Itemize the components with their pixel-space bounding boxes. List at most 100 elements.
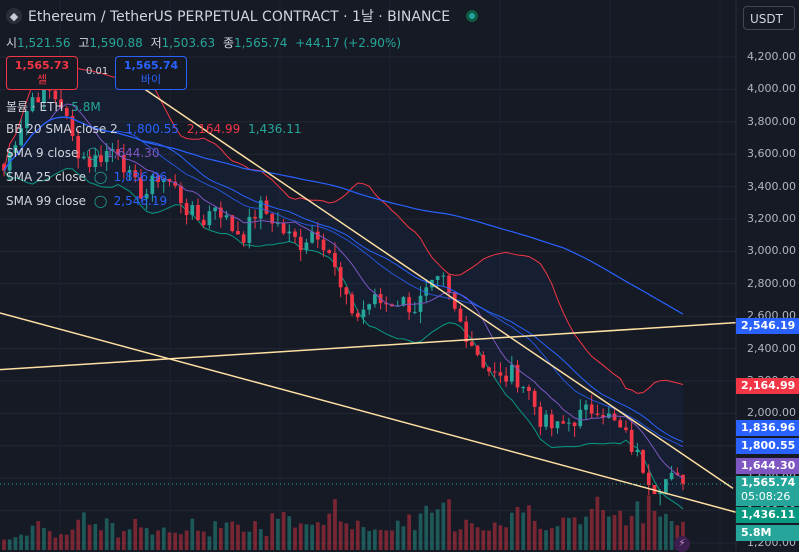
candle-body <box>104 150 109 163</box>
volume-bar <box>504 527 508 550</box>
volume-bar <box>298 523 303 550</box>
candle-body <box>361 309 366 318</box>
candle-body <box>156 175 160 182</box>
volume-bar <box>555 526 560 550</box>
candle-body <box>76 136 81 159</box>
volume-bar <box>367 530 372 550</box>
indicator-value: 2,546.19 <box>113 194 168 208</box>
volume-bar <box>207 536 212 550</box>
volume-bar <box>42 527 46 550</box>
candle-body <box>447 275 451 293</box>
indicator-value: 1,436.11 <box>248 122 302 136</box>
candle-body <box>36 97 41 103</box>
candle-body <box>70 116 75 137</box>
volume-bar <box>498 525 503 550</box>
candle-body <box>304 242 309 251</box>
candle-body <box>276 222 280 224</box>
volume-bar <box>401 526 406 550</box>
candle-body <box>441 275 446 277</box>
candle-body <box>635 450 640 452</box>
volume-bar <box>116 537 120 550</box>
candle-body <box>298 236 303 251</box>
volume-bar <box>452 531 457 550</box>
candle-body <box>344 287 349 295</box>
indicator-bb[interactable]: BB 20 SMA close 2 1,800.55 2,164.99 1,43… <box>6 122 302 136</box>
candle-body <box>658 492 663 495</box>
volume-bar <box>544 530 548 550</box>
chart-grid <box>0 0 736 550</box>
visibility-icon[interactable]: ◯ <box>86 146 100 160</box>
buy-button[interactable]: 1,565.74 바이 <box>115 56 187 90</box>
candle-body <box>669 472 674 480</box>
candle-body <box>350 294 354 314</box>
spread-value: 0.01 <box>86 66 109 77</box>
indicator-sma9[interactable]: SMA 9 close ◯ 1,644.30 <box>6 146 159 160</box>
candle-body <box>196 204 200 221</box>
volume-bar <box>99 530 103 550</box>
volume-bar <box>36 521 41 550</box>
sma99-line <box>3 116 684 315</box>
bb-lower-price-tag: 1,436.11 <box>736 507 799 523</box>
volume-bar <box>93 524 98 550</box>
trendline-down <box>144 88 734 490</box>
candle-body <box>561 421 566 424</box>
volume-bar <box>310 524 314 550</box>
volume-bar <box>190 518 195 550</box>
volume-bar <box>264 536 269 550</box>
candle-body <box>481 354 486 368</box>
bb-upper-price-tag: 2,164.99 <box>736 378 799 394</box>
symbol-title[interactable]: Ethereum / TetherUS PERPETUAL CONTRACT ·… <box>28 9 451 25</box>
price-tick-label: 4,000.00 <box>747 82 796 96</box>
volume-bar <box>407 514 411 550</box>
indicator-label: SMA 99 close <box>6 194 86 208</box>
volume-bar <box>646 495 651 550</box>
bb-lower-line <box>3 167 684 510</box>
price-tick-label: 2,800.00 <box>747 276 796 290</box>
volume-bar <box>612 514 617 550</box>
volume-bar <box>156 530 160 550</box>
candle-body <box>618 420 623 428</box>
volume-bar <box>127 529 132 550</box>
candle-body <box>99 155 103 163</box>
price-tick-label: 2,000.00 <box>747 406 796 420</box>
candle-body <box>333 252 337 268</box>
candle-body <box>82 156 86 159</box>
volume-bar <box>635 501 640 550</box>
candle-body <box>19 128 23 146</box>
moving-averages <box>3 103 684 479</box>
candle-body <box>321 239 326 251</box>
lightning-icon[interactable]: ⚡ <box>674 536 690 552</box>
indicator-sma99[interactable]: SMA 99 close ◯ 2,546.19 <box>6 194 167 208</box>
open-value: 1,521.56 <box>17 36 71 50</box>
candle-body <box>93 155 98 168</box>
volume-bar <box>247 531 252 550</box>
close-label: 종 <box>222 36 234 50</box>
candle-body <box>230 215 235 232</box>
candle-body <box>253 216 257 219</box>
candle-body <box>458 308 463 322</box>
candle-body <box>13 145 18 153</box>
candle-body <box>184 203 189 216</box>
candle-body <box>612 413 617 421</box>
volume-bar <box>333 499 337 550</box>
candle-body <box>532 390 537 407</box>
candle-body <box>641 450 645 473</box>
indicator-volume[interactable]: 볼륨 · ETH 5.8M <box>6 98 101 115</box>
volume-bar <box>572 517 577 550</box>
candle-body <box>584 404 588 410</box>
visibility-icon[interactable]: ◯ <box>93 194 108 208</box>
currency-selector[interactable]: USDT <box>743 6 795 30</box>
price-tick-label: 3,000.00 <box>747 244 796 258</box>
sell-button[interactable]: 1,565.73 셀 <box>6 56 78 90</box>
candle-body <box>247 216 252 243</box>
indicator-sma25[interactable]: SMA 25 close ◯ 1,836.96 <box>6 170 167 184</box>
sma9-price-tag: 1,644.30 <box>736 458 799 474</box>
volume-bar <box>652 510 657 550</box>
volume-bar <box>104 518 109 550</box>
volume-bar <box>30 525 35 550</box>
candle-body <box>59 99 63 109</box>
volume-bar <box>395 520 400 550</box>
visibility-icon[interactable]: ◯ <box>93 170 108 184</box>
volume-bar <box>241 531 246 550</box>
